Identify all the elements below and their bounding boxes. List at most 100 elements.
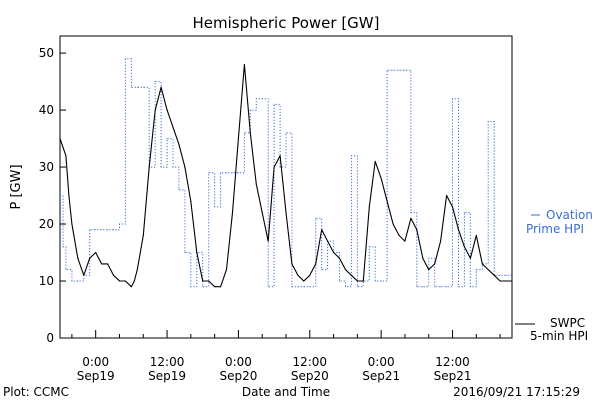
series-layer (59, 58, 513, 288)
y-tick-label: 50 (39, 46, 54, 60)
series-line-ovation-prime (60, 58, 512, 288)
ovation-data-point (398, 69, 400, 71)
swpc-data-point (77, 257, 79, 259)
swpc-data-point (392, 223, 394, 225)
swpc-data-point (202, 280, 204, 282)
x-tick-label-date: Sep19 (148, 369, 186, 383)
ovation-data-point (356, 286, 358, 288)
y-tick-label: 0 (46, 331, 54, 345)
swpc-data-point (273, 166, 275, 168)
ovation-data-point (214, 206, 216, 208)
ovation-data-point (285, 132, 287, 134)
ovation-data-point (386, 69, 388, 71)
y-tick-label: 30 (39, 160, 54, 174)
ovation-data-point (487, 120, 489, 123)
swpc-data-point (130, 286, 132, 288)
ovation-data-point (77, 280, 79, 282)
ovation-data-point (237, 172, 239, 174)
swpc-data-point (457, 229, 460, 231)
swpc-data-point (154, 109, 156, 111)
swpc-data-point (89, 257, 91, 259)
swpc-data-point (386, 200, 388, 202)
swpc-data-point (404, 240, 406, 242)
swpc-data-point (291, 263, 293, 265)
ovation-data-point (457, 286, 460, 288)
swpc-data-point (237, 138, 239, 140)
ovation-data-point (178, 189, 180, 191)
swpc-data-point (315, 263, 317, 265)
ovation-data-point (154, 81, 156, 83)
swpc-data-point (499, 280, 501, 282)
swpc-data-point (356, 280, 358, 282)
ovation-data-point (291, 286, 293, 288)
ovation-data-point (392, 69, 394, 71)
swpc-data-point (267, 240, 269, 242)
x-tick-label-date: Sep21 (434, 369, 472, 383)
swpc-data-point (434, 263, 436, 265)
ovation-data-point (434, 286, 436, 288)
swpc-data-point (422, 257, 424, 259)
swpc-data-point (225, 269, 228, 271)
legend-ovation-line2: Prime HPI (526, 222, 584, 236)
swpc-data-point (133, 280, 135, 282)
swpc-data-point (463, 246, 465, 248)
swpc-data-point (59, 138, 61, 140)
swpc-data-point (178, 143, 180, 145)
ovation-data-point (261, 98, 263, 100)
swpc-data-point (327, 240, 329, 242)
ovation-data-point (469, 286, 471, 288)
ovation-data-point (231, 172, 234, 174)
swpc-data-point (243, 63, 245, 66)
chart-title: Hemispheric Power [GW] (193, 14, 380, 32)
plot-timestamp: 2016/09/21 17:15:29 (453, 385, 580, 399)
ovation-data-point (136, 86, 138, 88)
ovation-data-point (112, 229, 115, 231)
swpc-data-point (481, 263, 483, 265)
swpc-data-point (350, 274, 352, 276)
swpc-data-point (68, 194, 70, 197)
swpc-data-point (255, 183, 257, 185)
swpc-data-point (118, 280, 121, 282)
ovation-data-point (124, 58, 126, 60)
ovation-data-point (202, 286, 204, 288)
swpc-data-point (344, 269, 347, 271)
swpc-data-point (261, 212, 263, 214)
ovation-data-point (130, 86, 132, 88)
swpc-data-point (511, 280, 513, 282)
x-tick-label-time: 12:00 (292, 355, 327, 369)
swpc-data-point (148, 166, 150, 168)
ovation-data-point (107, 229, 109, 231)
x-tick-label-date: Sep20 (291, 369, 329, 383)
ovation-data-point (297, 286, 299, 288)
swpc-data-point (136, 269, 138, 271)
ovation-data-point (249, 109, 251, 111)
plot-area (59, 35, 513, 339)
swpc-data-point (184, 166, 186, 168)
ovation-data-point (71, 280, 73, 282)
ovation-data-point (166, 138, 168, 140)
swpc-data-point (95, 251, 97, 254)
legend-ovation: Ovation Prime HPI (526, 208, 593, 236)
ovation-data-point (315, 217, 317, 219)
ovation-data-point (380, 280, 382, 282)
ovation-data-point (101, 229, 103, 231)
y-axis-ticks: 0 10 20 30 40 50 (39, 46, 66, 345)
swpc-data-point (214, 286, 216, 288)
swpc-data-point (440, 240, 442, 242)
x-tick-label-date: Sep19 (77, 369, 115, 383)
y-tick-label: 20 (39, 217, 54, 231)
ovation-data-point (62, 246, 64, 248)
swpc-data-point (469, 257, 471, 259)
ovation-data-point (404, 69, 406, 71)
ovation-data-point (89, 229, 91, 231)
x-tick-label-time: 0:00 (225, 355, 252, 369)
x-axis-label: Date and Time (242, 385, 330, 399)
ovation-data-point (440, 286, 442, 288)
swpc-data-point (374, 160, 376, 162)
ovation-data-point (184, 251, 186, 254)
legend-swpc-line1: SWPC (550, 316, 585, 330)
swpc-data-point (172, 126, 174, 128)
swpc-data-point (380, 177, 382, 180)
ovation-data-point (344, 286, 347, 288)
swpc-data-point (410, 217, 412, 219)
